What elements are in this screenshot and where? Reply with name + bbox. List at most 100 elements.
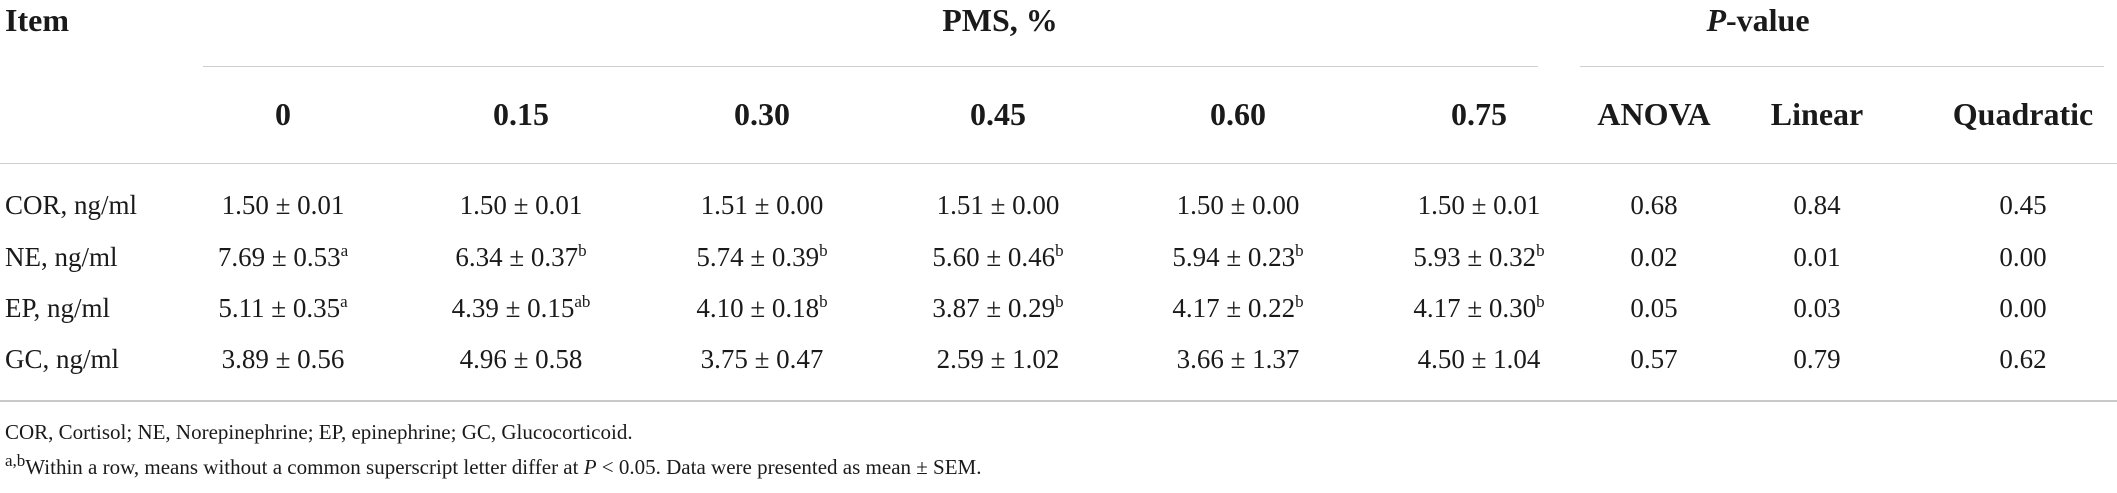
table-cell: 0.45 [1999,190,2046,221]
cell-superscript: b [1536,241,1545,260]
cell-value: 3.66 ± 1.37 [1176,344,1300,374]
cell-value: 5.60 ± 0.46 [932,242,1056,272]
table-cell: 3.75 ± 0.47 [701,344,824,375]
column-header: 0.60 [1210,96,1266,132]
cell-superscript: b [1055,292,1064,311]
table-cell: 2.59 ± 1.02 [937,344,1060,375]
pvalue-group-header: P-value [1706,2,1809,39]
cell-value: 1.50 ± 0.00 [1176,190,1300,220]
cell-superscript: b [1536,292,1545,311]
cell-value: 0.68 [1630,190,1678,220]
row-label: NE, ng/ml [5,242,118,272]
table-cell: 4.17 ± 0.22b [1172,293,1303,324]
cell-value: 5.94 ± 0.23 [1172,242,1296,272]
cell-value: 0.00 [1999,242,2047,272]
cell-value: 1.50 ± 0.01 [1417,190,1541,220]
table-cell: 3.66 ± 1.37 [1177,344,1300,375]
cell-value: 5.93 ± 0.32 [1413,242,1537,272]
cell-value: 4.39 ± 0.15 [451,293,575,323]
cell-value: 0.01 [1793,242,1841,272]
table-cell: 4.10 ± 0.18b [696,293,827,324]
cell-value: 1.50 ± 0.01 [459,190,583,220]
cell-value: 0.62 [1999,344,2047,374]
column-header: 0.75 [1451,96,1507,132]
cell-value: 0.45 [1999,190,2047,220]
footnote-significance: a,bWithin a row, means without a common … [5,452,982,480]
table-cell: 4.39 ± 0.15ab [452,293,591,324]
cell-superscript: b [819,241,828,260]
cell-value: 4.96 ± 0.58 [459,344,583,374]
column-header: Quadratic [1952,96,2094,132]
cell-value: 1.51 ± 0.00 [936,190,1060,220]
cell-value: 0.84 [1793,190,1841,220]
footnote-sig-p: P [583,455,597,479]
cell-value: 7.69 ± 0.53 [217,242,341,272]
cell-value: 1.51 ± 0.00 [700,190,824,220]
cell-superscript: a [340,241,349,260]
pvalue-header-italic: P [1706,2,1726,38]
item-column-header: Item [5,2,69,38]
header-bottom-rule [0,163,2117,164]
pms-group-header: PMS, % [942,2,1058,38]
row-label: GC, ng/ml [5,344,120,374]
table-cell: 6.34 ± 0.37b [455,242,586,273]
cell-value: 4.17 ± 0.22 [1172,293,1296,323]
table-cell: 0.01 [1793,242,1840,273]
table-cell: 0.57 [1630,344,1677,375]
cell-value: 0.57 [1630,344,1678,374]
column-header: 0.30 [734,96,790,132]
table-cell: 1.50 ± 0.01 [222,190,345,221]
table-cell: 0.03 [1793,293,1840,324]
cell-value: 4.50 ± 1.04 [1417,344,1541,374]
row-label: COR, ng/ml [5,190,138,220]
cell-value: 6.34 ± 0.37 [455,242,579,272]
column-header: ANOVA [1597,96,1711,132]
table-cell: 4.96 ± 0.58 [460,344,583,375]
pvalue-header-rest: -value [1726,2,1810,38]
table-cell: 0.00 [1999,293,2046,324]
cell-value: 3.75 ± 0.47 [700,344,824,374]
cell-superscript: a [340,292,348,311]
table-cell: 0.05 [1630,293,1677,324]
table-cell: 5.11 ± 0.35a [218,293,347,324]
cell-value: 2.59 ± 1.02 [936,344,1060,374]
cell-superscript: b [819,292,828,311]
cell-value: 0.03 [1793,293,1841,323]
cell-value: 3.89 ± 0.56 [221,344,345,374]
cell-value: 0.05 [1630,293,1678,323]
cell-value: 5.74 ± 0.39 [696,242,820,272]
table-cell: 0.84 [1793,190,1840,221]
table-cell: 7.69 ± 0.53a [218,242,348,273]
table-cell: 5.60 ± 0.46b [932,242,1063,273]
column-header: Linear [1770,96,1864,132]
cell-superscript: ab [574,292,591,311]
table-cell: 4.17 ± 0.30b [1413,293,1544,324]
footnote-sig-text-after: < 0.05. Data were presented as mean ± SE… [596,455,982,479]
cell-value: 3.87 ± 0.29 [932,293,1056,323]
pms-group-rule [203,66,1538,67]
cell-value: 5.11 ± 0.35 [218,293,341,323]
table-cell: 1.51 ± 0.00 [937,190,1060,221]
row-label: EP, ng/ml [5,293,111,323]
table-cell: 4.50 ± 1.04 [1418,344,1541,375]
cell-value: 4.17 ± 0.30 [1413,293,1537,323]
column-header: 0.15 [493,96,549,132]
footnote-abbreviations: COR, Cortisol; NE, Norepinephrine; EP, e… [5,420,633,444]
cell-value: 4.10 ± 0.18 [696,293,820,323]
column-header: 0 [275,96,291,132]
table-cell: 1.50 ± 0.01 [1418,190,1541,221]
cell-value: 0.00 [1999,293,2047,323]
footnote-sig-superscript: a,b [5,451,26,470]
table-cell: 0.02 [1630,242,1677,273]
table-cell: 1.50 ± 0.01 [460,190,583,221]
table-cell: 3.89 ± 0.56 [222,344,345,375]
table-cell: 5.74 ± 0.39b [696,242,827,273]
cell-superscript: b [578,241,587,260]
table-cell: 1.50 ± 0.00 [1177,190,1300,221]
table-cell: 0.79 [1793,344,1840,375]
table-cell: 5.93 ± 0.32b [1413,242,1544,273]
column-header: 0.45 [970,96,1026,132]
cell-value: 0.02 [1630,242,1678,272]
cell-value: 1.50 ± 0.01 [221,190,345,220]
cell-superscript: b [1055,241,1064,260]
